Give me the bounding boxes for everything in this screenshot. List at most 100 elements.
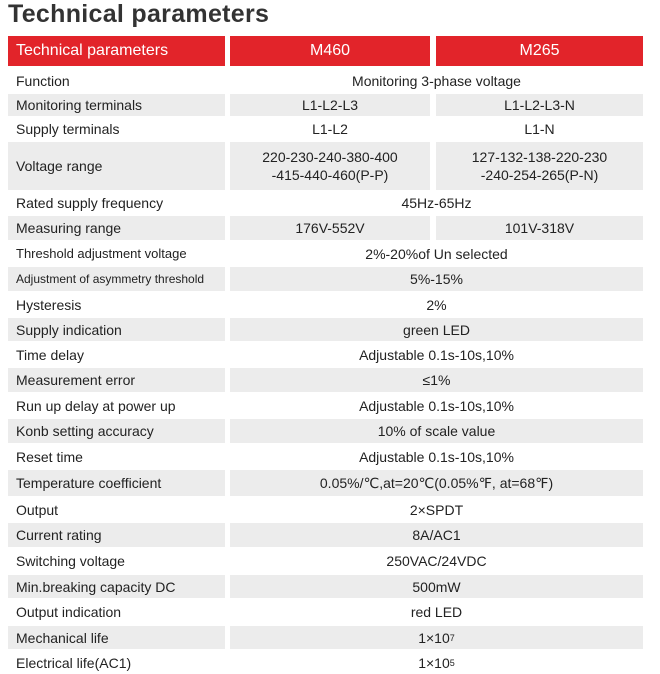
value-cell: Monitoring 3-phase voltage: [230, 70, 643, 92]
row-label: Threshold adjustment voltage: [16, 245, 187, 261]
value-cell: 2%: [230, 293, 643, 316]
row-label: Rated supply frequency: [16, 195, 164, 211]
value-cell: L1-N: [436, 118, 643, 140]
row-label: Supply terminals: [16, 121, 120, 137]
table-row: Switching voltage 250VAC/24VDC: [8, 549, 643, 573]
column-header: M460: [230, 36, 430, 66]
value-line: -415-440-460(P-P): [271, 167, 389, 183]
value-text: L1-L2-L3: [301, 97, 359, 113]
value-text: 0.05%/℃,at=20℃(0.05%℉, at=68℉): [319, 475, 554, 491]
value-cell: ≤1%: [230, 368, 643, 392]
value-cell: Adjustable 0.1s-10s,10%: [230, 343, 643, 366]
table-row: Konb setting accuracy 10% of scale value: [8, 419, 643, 443]
value-text: 8A/AC1: [412, 527, 461, 543]
table-row: Adjustment of asymmetry threshold 5%-15%: [8, 267, 643, 291]
value-text: Adjustable 0.1s-10s,10%: [359, 448, 514, 465]
value-text: Adjustable 0.1s-10s,10%: [359, 397, 514, 414]
value-cell: L1-L2: [230, 118, 430, 140]
value-text: 101V-318V: [504, 220, 575, 236]
value-text: ≤1%: [422, 372, 451, 388]
row-label: Voltage range: [8, 142, 225, 190]
table-row: Supply terminals L1-L2 L1-N: [8, 118, 643, 140]
value-cell: 220-230-240-380-400 -415-440-460(P-P): [230, 142, 430, 190]
row-label: Output: [16, 501, 59, 518]
value-text: 1×10: [418, 629, 450, 646]
table-row: Time delay Adjustable 0.1s-10s,10%: [8, 343, 643, 366]
superscript: 7: [449, 632, 455, 643]
table-row: Output indication red LED: [8, 600, 643, 624]
value-text: 1×10: [418, 654, 450, 671]
table-row: Min.breaking capacity DC 500mW: [8, 575, 643, 598]
value-text: 45Hz-65Hz: [401, 195, 472, 211]
row-label: Measuring range: [8, 216, 225, 240]
value-text: L1-L2-L3-N: [504, 97, 575, 113]
table-row: Function Monitoring 3-phase voltage: [8, 70, 643, 92]
row-label: Electrical life(AC1): [16, 654, 132, 671]
value-cell: 250VAC/24VDC: [230, 549, 643, 573]
table-row: Supply indication green LED: [8, 318, 643, 341]
value-cell: 1×10 5: [230, 651, 643, 674]
value-text: 176V-552V: [295, 220, 365, 236]
table-row: Hysteresis 2%: [8, 293, 643, 316]
table-row: Voltage range 220-230-240-380-400 -415-440…: [8, 142, 643, 190]
superscript: 5: [449, 657, 455, 668]
value-cell: 127-132-138-220-230 -240-254-265(P-N): [436, 142, 643, 190]
row-label: Hysteresis: [16, 296, 82, 313]
value-cell: 500mW: [230, 575, 643, 598]
value-line: 220-230-240-380-400: [262, 149, 398, 165]
row-label: Mechanical life: [8, 626, 225, 649]
value-cell: red LED: [230, 600, 643, 624]
row-label: Switching voltage: [16, 553, 125, 569]
value-cell: L1-L2-L3-N: [436, 94, 643, 116]
row-label: Monitoring terminals: [8, 94, 225, 116]
value-text: 2%-20%of Un selected: [365, 245, 508, 262]
value-cell: 2×SPDT: [230, 498, 643, 521]
row-label: Temperature coefficient: [8, 470, 225, 496]
table-row: Threshold adjustment voltage 2%-20%of Un …: [8, 242, 643, 265]
value-cell: Adjustable 0.1s-10s,10%: [230, 445, 643, 468]
column-header: Technical parameters: [8, 36, 225, 66]
value-cell: 8A/AC1: [230, 523, 643, 547]
table-row: Rated supply frequency 45Hz-65Hz: [8, 192, 643, 214]
value-cell: Adjustable 0.1s-10s,10%: [230, 394, 643, 417]
value-cell: 5%-15%: [230, 267, 643, 291]
table-row: Reset time Adjustable 0.1s-10s,10%: [8, 445, 643, 468]
value-text: Adjustable 0.1s-10s,10%: [359, 346, 514, 363]
value-text: green LED: [403, 321, 470, 338]
row-label: Run up delay at power up: [16, 397, 176, 414]
row-label: Adjustment of asymmetry threshold: [8, 267, 225, 291]
header-row: Technical parameters M460 M265: [8, 36, 643, 66]
table-row: Current rating 8A/AC1: [8, 523, 643, 547]
value-text: 2×SPDT: [409, 501, 464, 518]
value-text: 2%: [426, 296, 447, 313]
title: Technical parameters: [8, 0, 270, 28]
row-label: Supply indication: [8, 318, 225, 341]
row-label: Function: [16, 73, 70, 89]
value-text: 10% of scale value: [377, 423, 496, 439]
table-row: Monitoring terminals L1-L2-L3 L1-L2-L3-N: [8, 94, 643, 116]
value-cell: L1-L2-L3: [230, 94, 430, 116]
value-text: 500mW: [412, 578, 461, 595]
table-row: Measuring range 176V-552V 101V-318V: [8, 216, 643, 240]
value-cell: 1×10 7: [230, 626, 643, 649]
column-header: M265: [436, 36, 643, 66]
table-row: Measurement error ≤1%: [8, 368, 643, 392]
value-cell: 2%-20%of Un selected: [230, 242, 643, 265]
table-row: Run up delay at power up Adjustable 0.1s-…: [8, 394, 643, 417]
table-row: Temperature coefficient 0.05%/℃,at=20℃(0.…: [8, 470, 643, 496]
row-label: Output indication: [16, 604, 122, 620]
value-text: 250VAC/24VDC: [386, 553, 487, 569]
value-text: red LED: [410, 604, 463, 620]
value-line: -240-254-265(P-N): [480, 167, 599, 183]
value-text: 5%-15%: [410, 271, 463, 287]
value-cell: 101V-318V: [436, 216, 643, 240]
row-label: Measurement error: [8, 368, 225, 392]
value-cell: green LED: [230, 318, 643, 341]
table-row: Mechanical life 1×10 7: [8, 626, 643, 649]
value-cell: 176V-552V: [230, 216, 430, 240]
value-text: L1-L2: [312, 121, 348, 137]
row-label: Time delay: [16, 346, 84, 363]
table-row: Electrical life(AC1) 1×10 5: [8, 651, 643, 674]
row-label: Min.breaking capacity DC: [8, 575, 225, 598]
